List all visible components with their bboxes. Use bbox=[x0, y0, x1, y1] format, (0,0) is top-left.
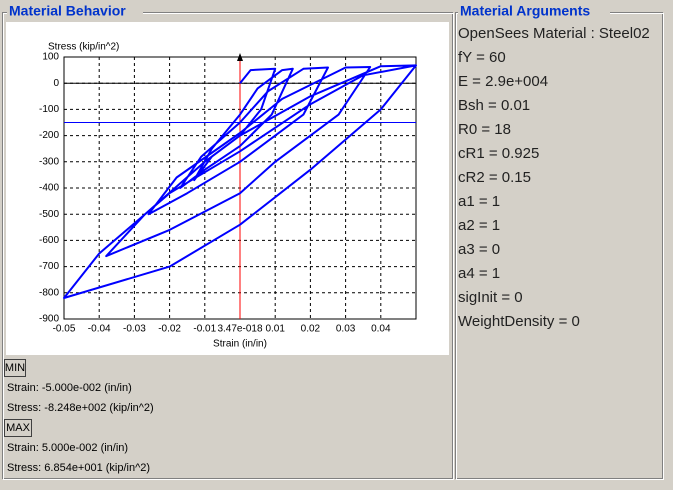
group-title: Material Behavior bbox=[9, 3, 126, 19]
max-button[interactable]: MAX bbox=[4, 419, 32, 437]
y-tick-label: -400 bbox=[39, 183, 59, 194]
x-tick-label: 0.01 bbox=[265, 324, 285, 335]
argument: a1 = 1 bbox=[458, 193, 500, 210]
x-tick-label: -0.05 bbox=[53, 324, 76, 335]
argument: OpenSees Material : Steel02 bbox=[458, 25, 650, 42]
button-frame bbox=[4, 359, 26, 377]
max-strain: Strain: 5.000e-002 (in/in) bbox=[7, 442, 128, 454]
x-tick-label: -0.01 bbox=[193, 324, 216, 335]
button-frame bbox=[4, 419, 32, 437]
argument: Bsh = 0.01 bbox=[458, 97, 530, 114]
argument: fY = 60 bbox=[458, 49, 506, 66]
group-title-bg bbox=[458, 4, 610, 20]
min-stress: Stress: -8.248e+002 (kip/in^2) bbox=[7, 402, 154, 414]
argument: a2 = 1 bbox=[458, 217, 500, 234]
y-tick-label: 100 bbox=[42, 52, 59, 63]
argument: a4 = 1 bbox=[458, 265, 500, 282]
argument: WeightDensity = 0 bbox=[458, 313, 580, 330]
group-title-bg bbox=[7, 4, 143, 20]
y-tick-label: -700 bbox=[39, 261, 59, 272]
x-tick-label: -0.03 bbox=[123, 324, 146, 335]
data-line bbox=[63, 64, 417, 299]
group-box bbox=[2, 12, 453, 479]
x-tick-label: 3.47e-018 bbox=[217, 324, 262, 335]
min-strain: Strain: -5.000e-002 (in/in) bbox=[7, 382, 132, 394]
y-tick-label: -500 bbox=[39, 209, 59, 220]
argument: E = 2.9e+004 bbox=[458, 73, 548, 90]
arrow-head bbox=[237, 53, 243, 61]
y-axis-title: Stress (kip/in^2) bbox=[48, 42, 119, 53]
argument: a3 = 0 bbox=[458, 241, 500, 258]
max-stress: Stress: 6.854e+001 (kip/in^2) bbox=[7, 462, 150, 474]
y-tick-label: 0 bbox=[53, 78, 59, 89]
min-button[interactable]: MIN bbox=[4, 359, 26, 377]
group-title: Material Arguments bbox=[460, 3, 590, 19]
group-box-highlight bbox=[3, 13, 454, 480]
argument: R0 = 18 bbox=[458, 121, 511, 138]
x-tick-label: 0.04 bbox=[371, 324, 391, 335]
argument: sigInit = 0 bbox=[458, 289, 523, 306]
button-label: MAX bbox=[6, 422, 31, 434]
button-label: MIN bbox=[5, 362, 25, 374]
y-tick-label: -900 bbox=[39, 314, 59, 325]
y-tick-label: -800 bbox=[39, 287, 59, 298]
y-tick-label: -600 bbox=[39, 235, 59, 246]
x-tick-label: 0.02 bbox=[301, 324, 321, 335]
y-tick-label: -300 bbox=[39, 156, 59, 167]
argument: cR2 = 0.15 bbox=[458, 169, 531, 186]
x-axis-title: Strain (in/in) bbox=[213, 339, 267, 350]
x-tick-label: -0.04 bbox=[88, 324, 111, 335]
y-tick-label: -200 bbox=[39, 130, 59, 141]
x-tick-label: -0.02 bbox=[158, 324, 181, 335]
y-tick-label: -100 bbox=[39, 104, 59, 115]
argument: cR1 = 0.925 bbox=[458, 145, 539, 162]
x-tick-label: 0.03 bbox=[336, 324, 356, 335]
